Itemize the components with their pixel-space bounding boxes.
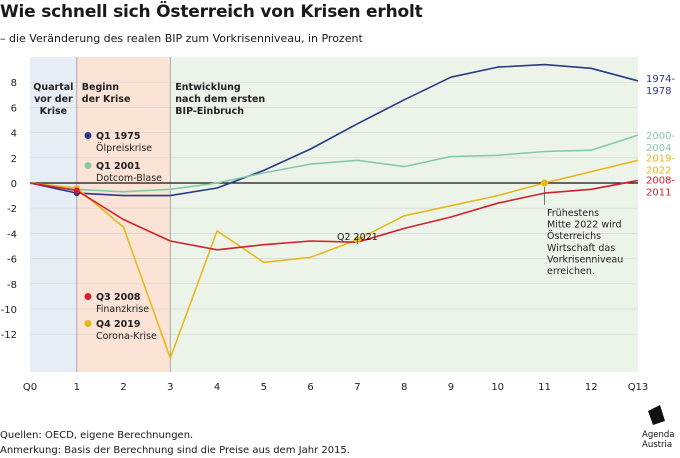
legend-label: Q3 2008 (96, 292, 141, 303)
phase-label: BIP-Einbruch (175, 106, 244, 117)
phase-band-1 (76, 57, 171, 372)
series-end-label: 2008- (646, 175, 675, 186)
annotation-text: Österreichs (547, 231, 601, 242)
phase-label: vor der (34, 94, 73, 105)
phase-band-2 (170, 57, 639, 372)
series-end-label: 2022 (646, 165, 671, 176)
legend-sublabel: Ölpreiskrise (96, 143, 152, 154)
series-line-2008-2011 (29, 179, 639, 251)
x-tick-label: 8 (401, 382, 407, 393)
y-tick-label: 8 (11, 78, 17, 89)
series-end-label: 1974- (646, 74, 675, 85)
start-marker-2008-2011 (73, 187, 80, 194)
annotation-text: Mitte 2022 wird (547, 220, 622, 231)
legend-sublabel: Corona-Krise (96, 331, 157, 342)
annotation-label: Q2 2021 (337, 232, 378, 243)
phase-label: der Krise (82, 94, 131, 105)
series-end-label: 2000- (646, 131, 675, 142)
y-tick-label: 2 (11, 154, 17, 165)
legend-dot (84, 132, 92, 139)
agenda-austria-logo-icon (648, 405, 665, 425)
footer: Quellen: OECD, eigene Berechnungen. Anme… (0, 428, 350, 458)
annotation-text: Frühestens (547, 208, 599, 219)
annotation-marker (540, 179, 548, 187)
x-tick-label: 11 (538, 382, 551, 393)
series-line-2000-2004 (29, 134, 639, 193)
legend-dot (84, 320, 92, 327)
sources-text: Quellen: OECD, eigene Berechnungen. (0, 430, 194, 441)
y-tick-label: -10 (1, 305, 17, 316)
y-tick-label: 0 (11, 179, 17, 190)
legend-label: Q1 2001 (96, 161, 140, 172)
note-text: Anmerkung: Basis der Berechnung sind die… (0, 445, 350, 456)
chart-subtitle: – die Veränderung des realen BIP zum Vor… (0, 32, 363, 45)
y-tick-label: -6 (7, 255, 17, 266)
y-tick-label: 6 (11, 103, 17, 114)
series-end-label: 1978 (646, 86, 671, 97)
x-tick-label: 6 (307, 382, 313, 393)
x-tick-label: Q13 (628, 382, 649, 393)
x-tick-label: 9 (448, 382, 454, 393)
x-tick-label: 12 (585, 382, 598, 393)
legend-dot (84, 162, 92, 169)
logo-line1: Agenda (642, 430, 674, 440)
x-tick-label: 7 (354, 382, 360, 393)
series-end-label: 2011 (646, 187, 671, 198)
x-tick-label: 3 (167, 382, 173, 393)
x-tick-label: 4 (214, 382, 220, 393)
x-tick-label: 1 (74, 382, 80, 393)
series-end-label: 2019- (646, 153, 675, 164)
series-end-label: 2004 (646, 143, 671, 154)
logo-line2: Austria (642, 440, 672, 450)
series-line-1974-1978 (29, 63, 639, 197)
legend-label: Q1 1975 (96, 131, 140, 142)
annotation-text: Wirtschaft das (547, 243, 615, 254)
legend-dot (84, 293, 92, 300)
phase-band-0 (30, 57, 77, 372)
y-tick-label: -2 (7, 204, 17, 215)
phase-label: Entwicklung (175, 82, 240, 93)
phase-label: Krise (40, 106, 67, 117)
series-line-2019-2022 (29, 159, 639, 359)
x-tick-label: 5 (261, 382, 267, 393)
y-tick-label: -8 (7, 280, 17, 291)
phase-label: Quartal (33, 82, 73, 93)
x-tick-label: 10 (491, 382, 504, 393)
chart-title: Wie schnell sich Österreich von Krisen e… (0, 2, 423, 22)
y-tick-label: 4 (11, 129, 17, 140)
annotation-text: erreichen. (547, 266, 595, 277)
phase-label: nach dem ersten (175, 94, 265, 105)
y-tick-label: -12 (1, 330, 17, 341)
x-tick-label: Q0 (23, 382, 37, 393)
legend-sublabel: Finanzkrise (96, 304, 149, 315)
legend-label: Q4 2019 (96, 319, 140, 330)
x-tick-label: 2 (120, 382, 126, 393)
phase-label: Beginn (82, 82, 120, 93)
annotation-text: Vorkrisenniveau (547, 254, 623, 265)
y-tick-label: -4 (7, 229, 17, 240)
legend-sublabel: Dotcom-Blase (96, 173, 162, 184)
agenda-austria-logo: Agenda Austria (640, 405, 680, 450)
